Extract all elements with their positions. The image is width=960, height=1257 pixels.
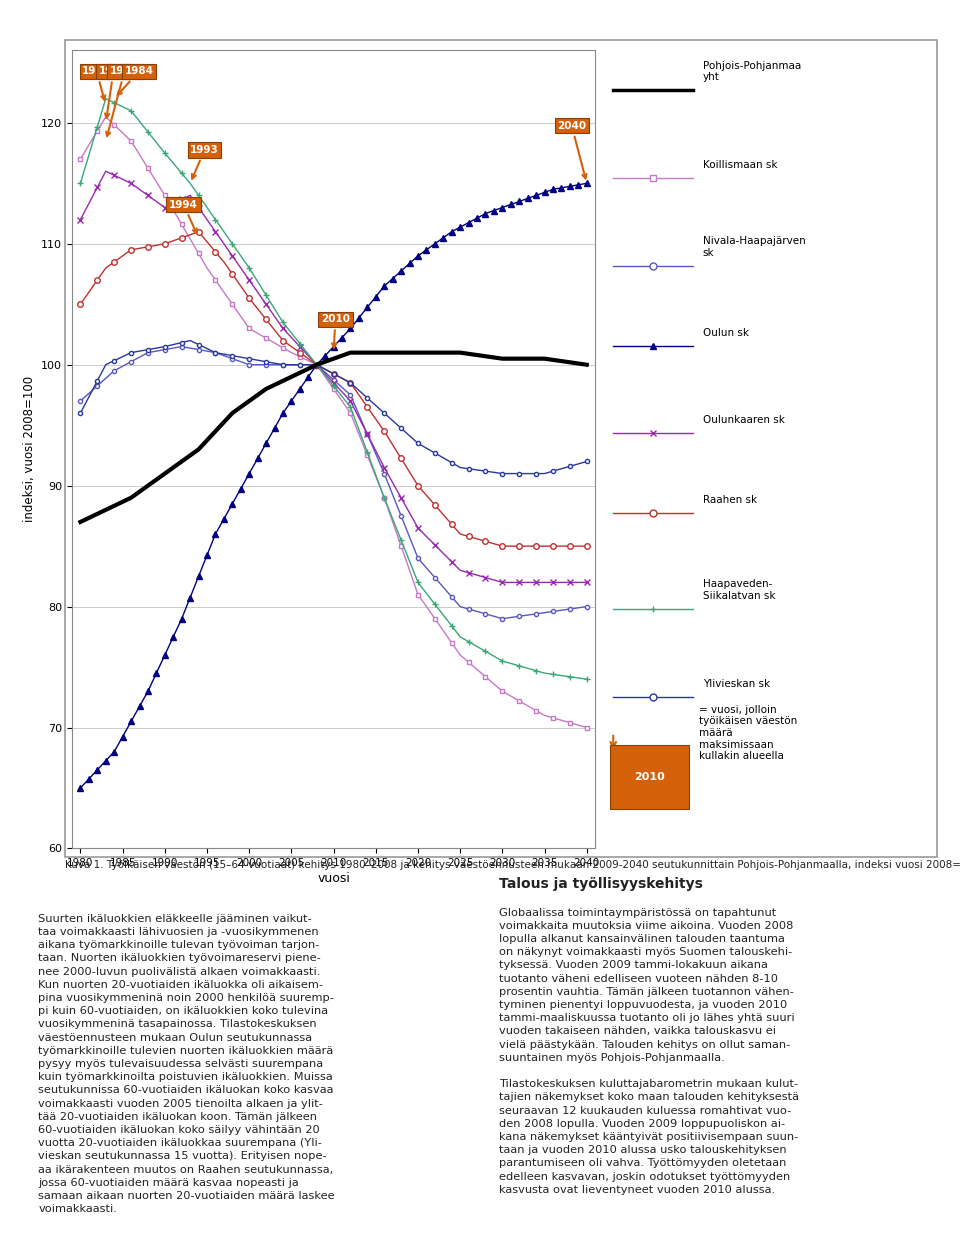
Text: Kuva 1. Työikäisen väestön (15–64-vuotiaat) kehitys 1980–2008 ja kehitys väestöe: Kuva 1. Työikäisen väestön (15–64-vuotia…	[65, 860, 960, 870]
Text: = vuosi, jolloin
työikäisen väestön
määrä
maksimissaan
kullakin alueella: = vuosi, jolloin työikäisen väestön määr…	[699, 705, 798, 762]
Text: 18: 18	[21, 1229, 40, 1243]
Text: Nivala-Haapajärven
sk: Nivala-Haapajärven sk	[703, 236, 805, 258]
Text: 2010: 2010	[635, 772, 665, 782]
Text: 1993: 1993	[190, 145, 219, 178]
Text: Pohjois-Pohjanmaa
yht: Pohjois-Pohjanmaa yht	[703, 60, 801, 82]
Text: 1983: 1983	[99, 67, 128, 118]
Text: Oulunkaaren sk: Oulunkaaren sk	[703, 415, 784, 425]
Text: 1984: 1984	[118, 67, 154, 94]
Text: Ylivieskan sk: Ylivieskan sk	[703, 679, 770, 689]
Text: 1994: 1994	[169, 200, 198, 233]
FancyBboxPatch shape	[610, 744, 689, 808]
Text: Oulun sk: Oulun sk	[703, 328, 749, 338]
Text: Globaalissa toimintaympäristössä on tapahtunut
voimakkaita muutoksia viime aikoi: Globaalissa toimintaympäristössä on tapa…	[499, 908, 799, 1194]
Text: |  Pohjois-Pohjanmaan elinkeino-, liikenne- ja ympäristökeskus: | Pohjois-Pohjanmaan elinkeino-, liikenn…	[72, 1229, 440, 1243]
Text: 2010: 2010	[321, 314, 350, 347]
Text: 1983: 1983	[83, 67, 111, 99]
Text: 1983: 1983	[107, 67, 139, 136]
Text: Koillismaan sk: Koillismaan sk	[703, 160, 778, 170]
Text: 2040: 2040	[557, 121, 587, 178]
X-axis label: vuosi: vuosi	[317, 872, 350, 885]
Text: Raahen sk: Raahen sk	[703, 495, 756, 505]
Text: Talous ja työllisyyskehitys: Talous ja työllisyyskehitys	[499, 877, 703, 891]
Y-axis label: indeksi, vuosi 2008=100: indeksi, vuosi 2008=100	[23, 376, 36, 523]
Text: Suurten ikäluokkien eläkkeelle jääminen vaikut-
taa voimakkaasti lähivuosien ja : Suurten ikäluokkien eläkkeelle jääminen …	[38, 914, 335, 1214]
Text: Haapaveden-
Siikalatvan sk: Haapaveden- Siikalatvan sk	[703, 579, 775, 601]
